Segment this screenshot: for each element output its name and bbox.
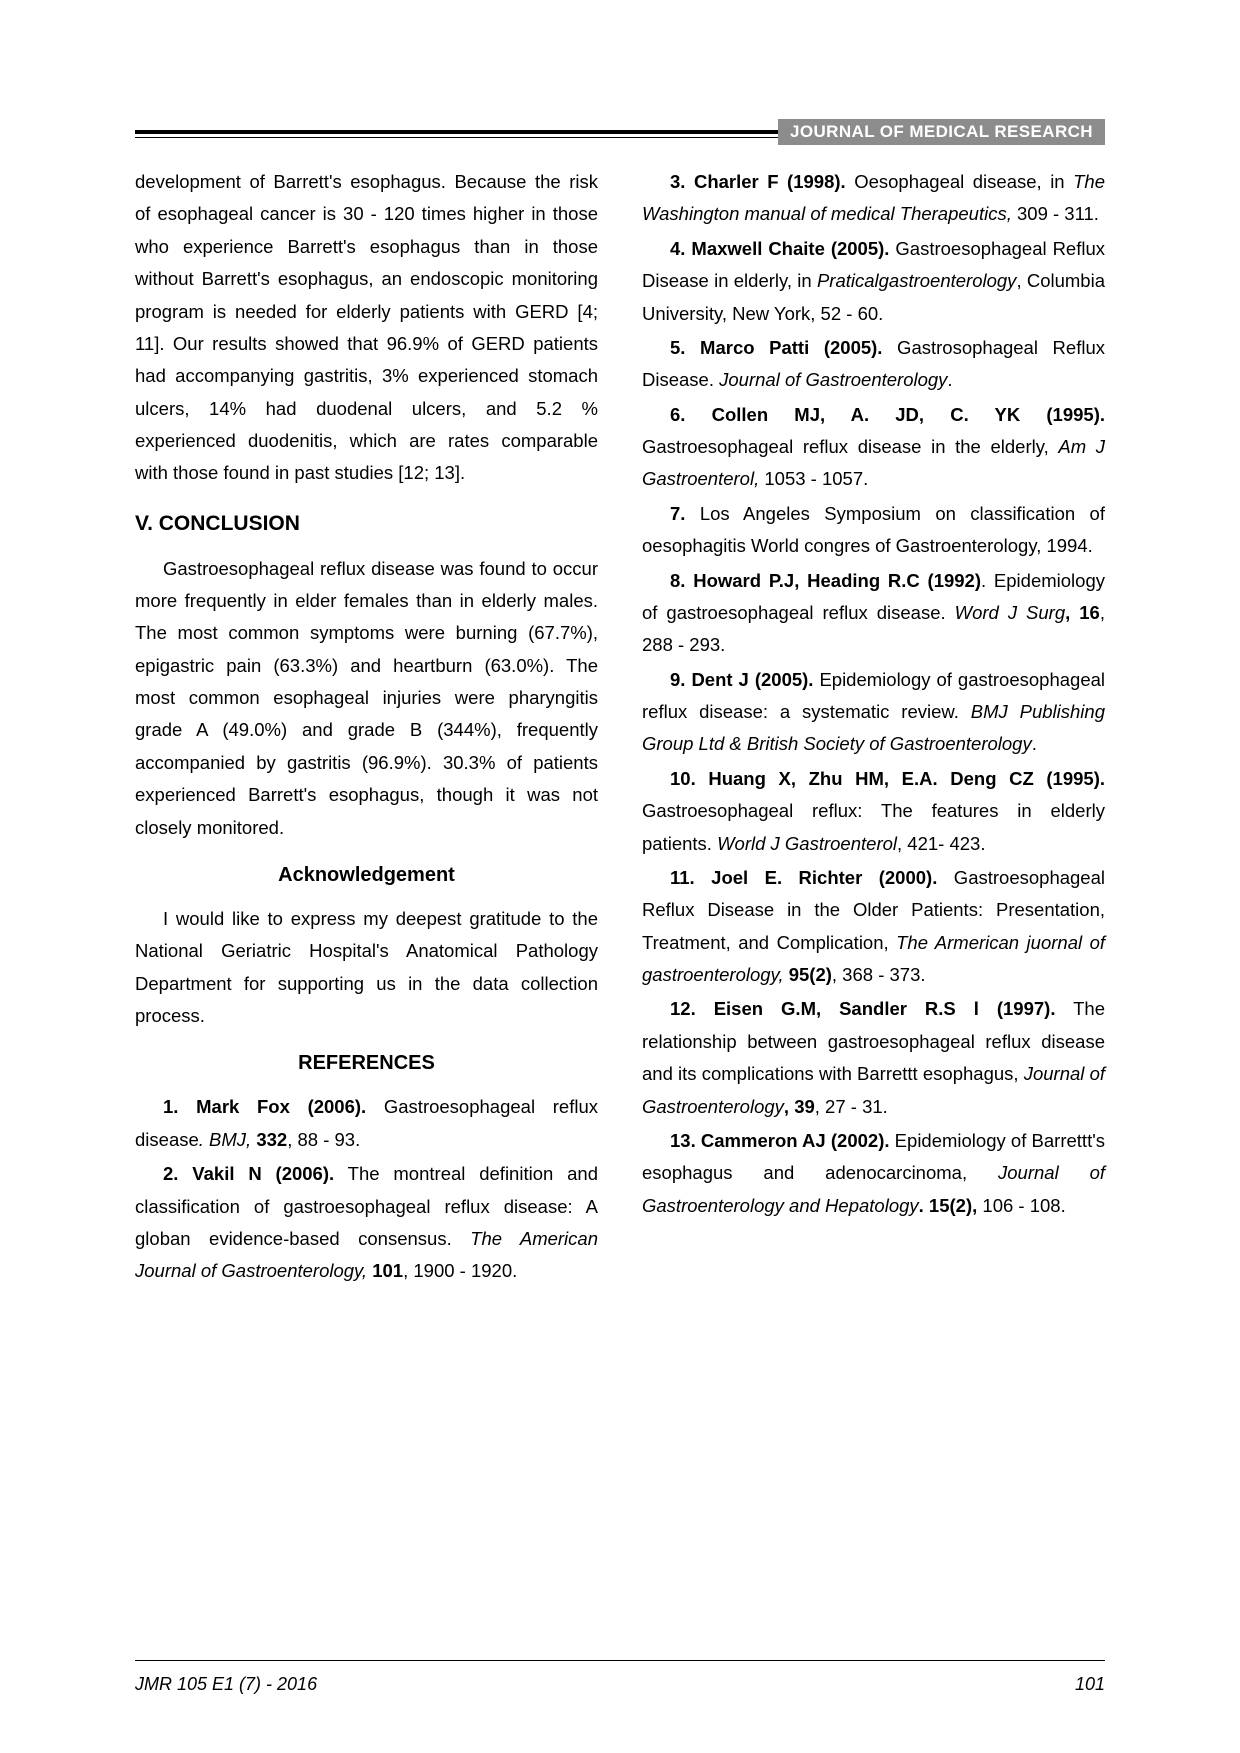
ref-journal: . BMJ,: [199, 1129, 251, 1150]
ref-journal: World J Gastroenterol: [717, 833, 897, 854]
ref-num: 2.: [163, 1163, 178, 1184]
ref-num: 7.: [670, 503, 685, 524]
acknowledgement-heading: Acknowledgement: [135, 858, 598, 893]
conclusion-paragraph: Gastroesophageal reflux disease was foun…: [135, 553, 598, 844]
acknowledgement-paragraph: I would like to express my deepest grati…: [135, 903, 598, 1033]
ref-rest: , 88 - 93.: [287, 1129, 360, 1150]
conclusion-heading: V. CONCLUSION: [135, 506, 598, 543]
ref-num: 6.: [670, 404, 685, 425]
intro-paragraph: development of Barrett's esophagus. Beca…: [135, 166, 598, 490]
reference-4: 4. Maxwell Chaite (2005). Gastroesophage…: [642, 233, 1105, 330]
reference-10: 10. Huang X, Zhu HM, E.A. Deng CZ (1995)…: [642, 763, 1105, 860]
page-footer: JMR 105 E1 (7) - 2016 101: [135, 1674, 1105, 1695]
header-rule: JOURNAL OF MEDICAL RESEARCH: [135, 130, 1105, 138]
ref-journal: Word J Surg: [955, 602, 1066, 623]
ref-num: 9.: [670, 669, 685, 690]
ref-vol: . 15(2),: [919, 1195, 978, 1216]
ref-num: 12.: [670, 998, 696, 1019]
journal-badge: JOURNAL OF MEDICAL RESEARCH: [778, 119, 1105, 145]
ref-authors: Dent J (2005).: [691, 669, 813, 690]
ref-num: 13.: [670, 1130, 696, 1151]
ref-journal: Praticalgastroenterology: [817, 270, 1017, 291]
ref-vol: , 16: [1065, 602, 1100, 623]
reference-8: 8. Howard P.J, Heading R.C (1992). Epide…: [642, 565, 1105, 662]
ref-vol: , 39: [784, 1096, 815, 1117]
reference-3: 3. Charler F (1998). Oesophageal disease…: [642, 166, 1105, 231]
ref-authors: Vakil N (2006).: [192, 1163, 334, 1184]
reference-12: 12. Eisen G.M, Sandler R.S l (1997). The…: [642, 993, 1105, 1123]
ref-vol: 95(2): [784, 964, 832, 985]
reference-1: 1. Mark Fox (2006). Gastroesophageal ref…: [135, 1091, 598, 1156]
ref-authors: Mark Fox (2006).: [196, 1096, 366, 1117]
footer-issue: JMR 105 E1 (7) - 2016: [135, 1674, 317, 1695]
footer-page-number: 101: [1075, 1674, 1105, 1695]
ref-rest: Los Angeles Symposium on classification …: [642, 503, 1105, 556]
ref-rest: , 1900 - 1920.: [403, 1260, 517, 1281]
reference-11: 11. Joel E. Richter (2000). Gastroesopha…: [642, 862, 1105, 992]
ref-rest: , 368 - 373.: [832, 964, 926, 985]
reference-13: 13. Cammeron AJ (2002). Epidemiology of …: [642, 1125, 1105, 1222]
ref-num: 11.: [670, 867, 695, 888]
ref-authors: Eisen G.M, Sandler R.S l (1997).: [714, 998, 1056, 1019]
footer-rule: [135, 1660, 1105, 1661]
ref-title: Gastroesophageal reflux disease in the e…: [642, 436, 1058, 457]
ref-authors: Howard P.J, Heading R.C (1992): [693, 570, 981, 591]
ref-rest: , 27 - 31.: [815, 1096, 888, 1117]
ref-rest: 106 - 108.: [977, 1195, 1065, 1216]
reference-5: 5. Marco Patti (2005). Gastrosophageal R…: [642, 332, 1105, 397]
reference-2: 2. Vakil N (2006). The montreal definiti…: [135, 1158, 598, 1288]
ref-authors: Maxwell Chaite (2005).: [691, 238, 889, 259]
references-heading: REFERENCES: [135, 1046, 598, 1081]
reference-6: 6. Collen MJ, A. JD, C. YK (1995). Gastr…: [642, 399, 1105, 496]
ref-num: 3.: [670, 171, 685, 192]
ref-authors: Joel E. Richter (2000).: [711, 867, 937, 888]
ref-authors: Marco Patti (2005).: [700, 337, 882, 358]
ref-journal: Journal of Gastroenterology: [719, 369, 947, 390]
ref-num: 1.: [163, 1096, 178, 1117]
ref-authors: Collen MJ, A. JD, C. YK (1995).: [712, 404, 1105, 425]
ref-num: 8.: [670, 570, 685, 591]
ref-num: 10.: [670, 768, 696, 789]
ref-num: 5.: [670, 337, 685, 358]
ref-rest: 1053 - 1057.: [759, 468, 868, 489]
ref-num: 4.: [670, 238, 685, 259]
ref-rest: .: [947, 369, 952, 390]
reference-9: 9. Dent J (2005). Epidemiology of gastro…: [642, 664, 1105, 761]
ref-rest: 309 - 311.: [1012, 203, 1099, 224]
ref-authors: Cammeron AJ (2002).: [701, 1130, 890, 1151]
ref-authors: Charler F (1998).: [694, 171, 846, 192]
ref-vol: 101: [367, 1260, 403, 1281]
ref-rest: , 421- 423.: [897, 833, 985, 854]
left-column: development of Barrett's esophagus. Beca…: [135, 166, 598, 1290]
two-column-body: development of Barrett's esophagus. Beca…: [135, 166, 1105, 1290]
ref-authors: Huang X, Zhu HM, E.A. Deng CZ (1995).: [708, 768, 1105, 789]
reference-7: 7. Los Angeles Symposium on classificati…: [642, 498, 1105, 563]
ref-vol: 332: [251, 1129, 287, 1150]
ref-rest: .: [1032, 733, 1037, 754]
ref-title: Oesophageal disease, in: [846, 171, 1073, 192]
right-column: 3. Charler F (1998). Oesophageal disease…: [642, 166, 1105, 1290]
